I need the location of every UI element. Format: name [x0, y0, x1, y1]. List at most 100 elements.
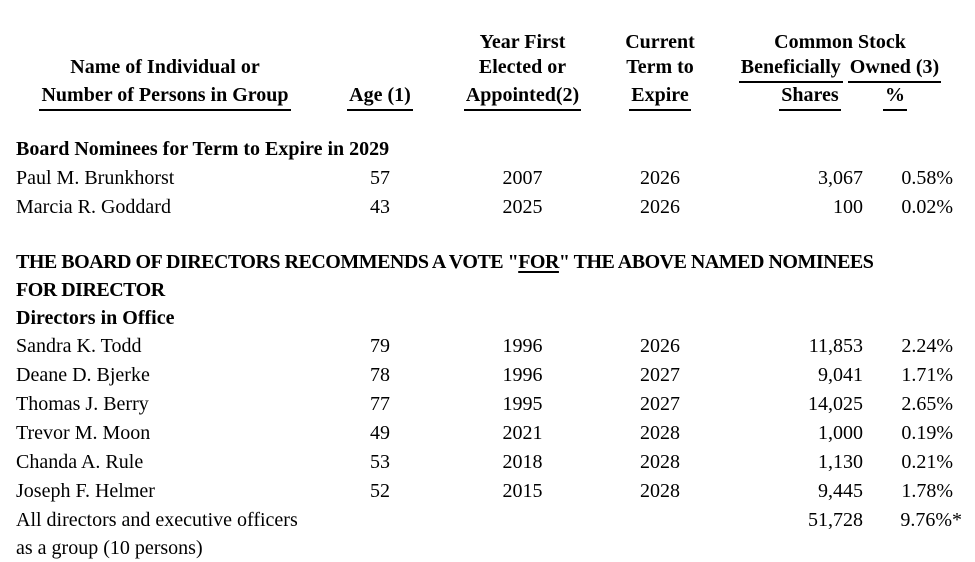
header-term-line1: Current: [625, 31, 695, 53]
cell-name: Chanda A. Rule: [16, 451, 144, 473]
cell-name: Joseph F. Helmer: [16, 480, 155, 502]
cell-term-expire: 2028: [640, 451, 680, 473]
header-owned-label: Owned (3): [847, 55, 942, 83]
section-board-nominees: Board Nominees for Term to Expire in 202…: [0, 111, 975, 164]
cell-year-elected: 1996: [502, 364, 543, 386]
recommendation-text: THE BOARD OF DIRECTORS RECOMMENDS A VOTE…: [0, 222, 975, 304]
header-percent-underlined: %: [883, 83, 907, 111]
totals-row: All directors and executive officers as …: [0, 506, 975, 562]
header-age: Age (1): [330, 83, 430, 111]
cell-name: Paul M. Brunkhorst: [16, 167, 175, 189]
table-body: Board Nominees for Term to Expire in 202…: [0, 111, 975, 562]
table-header: Year First Current Common Stock Name of …: [0, 0, 975, 111]
table-row: Paul M. Brunkhorst 57 2007 2026 3,067 0.…: [0, 164, 975, 193]
cell-term-expire: 2027: [640, 364, 680, 386]
cell-age: 43: [370, 196, 390, 218]
totals-percent: 9.76%*: [900, 509, 963, 531]
cell-year-elected: 1996: [502, 335, 543, 357]
header-term-line3: Expire: [615, 83, 705, 111]
cell-percent: 0.19%: [901, 422, 954, 444]
cell-term-expire: 2028: [640, 480, 680, 502]
header-year-line1: Year First: [479, 31, 566, 53]
recommendation-text-before: THE BOARD OF DIRECTORS RECOMMENDS A VOTE…: [16, 251, 519, 273]
cell-year-elected: 2025: [502, 196, 543, 218]
cell-age: 57: [370, 167, 390, 189]
header-row-2: Name of Individual or Elected or Term to…: [0, 55, 975, 83]
cell-name: Sandra K. Todd: [16, 335, 142, 357]
header-appointed-underlined: Appointed(2): [463, 83, 582, 111]
cell-shares: 3,067: [818, 167, 863, 189]
cell-percent: 1.71%: [901, 364, 954, 386]
totals-name: All directors and executive officers as …: [0, 506, 705, 562]
header-name-underlined: Number of Persons in Group: [39, 83, 291, 111]
cell-percent: 0.02%: [901, 196, 954, 218]
totals-shares: 51,728: [808, 509, 863, 531]
recommendation-line2: FOR DIRECTOR: [16, 279, 165, 301]
header-row-3: Number of Persons in Group Age (1) Appoi…: [0, 83, 975, 111]
table-row: Chanda A. Rule 53 2018 2028 1,130 0.21%: [0, 448, 975, 477]
cell-percent: 1.78%: [901, 480, 954, 502]
proxy-statement-page: Year First Current Common Stock Name of …: [16, 31, 963, 559]
table-row: Deane D. Bjerke 78 1996 2027 9,041 1.71%: [0, 361, 975, 390]
cell-shares: 9,445: [818, 480, 863, 502]
cell-percent: 2.24%: [901, 335, 954, 357]
header-age-spacer: [330, 0, 430, 55]
cell-name: Deane D. Bjerke: [16, 364, 150, 386]
cell-percent: 0.21%: [901, 451, 954, 473]
cell-term-expire: 2026: [640, 196, 680, 218]
section-directors-in-office: Directors in Office: [0, 304, 975, 332]
totals-name-line1: All directors and executive officers: [16, 509, 298, 531]
header-shares-underlined: Shares: [779, 83, 841, 111]
header-name-line1: Name of Individual or: [70, 56, 260, 78]
header-stock-line1: Common Stock: [774, 31, 906, 53]
recommendation-text-after: " THE ABOVE NAMED NOMINEES: [558, 251, 874, 273]
cell-term-expire: 2026: [640, 167, 680, 189]
cell-term-expire: 2027: [640, 393, 680, 415]
header-age-underlined: Age (1): [347, 83, 413, 111]
header-stock-line2: Beneficially Owned (3): [705, 55, 975, 83]
cell-name: Marcia R. Goddard: [16, 196, 171, 218]
cell-shares: 11,853: [808, 335, 863, 357]
table-row: Thomas J. Berry 77 1995 2027 14,025 2.65…: [0, 390, 975, 419]
table-row: Sandra K. Todd 79 1996 2026 11,853 2.24%: [0, 332, 975, 361]
cell-shares: 100: [833, 196, 863, 218]
header-name-spacer: [0, 0, 330, 55]
cell-name: Thomas J. Berry: [16, 393, 149, 415]
cell-year-elected: 2007: [502, 167, 543, 189]
board-recommendation: THE BOARD OF DIRECTORS RECOMMENDS A VOTE…: [0, 222, 975, 304]
cell-year-elected: 2021: [502, 422, 543, 444]
cell-age: 79: [370, 335, 390, 357]
recommendation-for-underlined: FOR: [518, 251, 559, 273]
cell-shares: 14,025: [808, 393, 863, 415]
header-name-line2: Number of Persons in Group: [0, 83, 330, 111]
cell-shares: 9,041: [818, 364, 863, 386]
cell-term-expire: 2028: [640, 422, 680, 444]
table-row: Marcia R. Goddard 43 2025 2026 100 0.02%: [0, 193, 975, 222]
header-year-line2: Elected or: [478, 56, 567, 78]
cell-age: 77: [370, 393, 390, 415]
cell-name: Trevor M. Moon: [16, 422, 151, 444]
cell-shares: 1,130: [818, 451, 863, 473]
header-percent: %: [865, 83, 975, 111]
section-title: Directors in Office: [16, 307, 175, 329]
header-year-line3: Appointed(2): [430, 83, 615, 111]
cell-percent: 0.58%: [901, 167, 954, 189]
header-term-line2: Term to: [626, 56, 694, 78]
cell-age: 49: [370, 422, 390, 444]
cell-year-elected: 2015: [502, 480, 543, 502]
cell-shares: 1,000: [818, 422, 863, 444]
cell-year-elected: 2018: [502, 451, 543, 473]
cell-term-expire: 2026: [640, 335, 680, 357]
cell-year-elected: 1995: [502, 393, 543, 415]
header-age-spacer-2: [330, 55, 430, 83]
header-shares: Shares: [705, 83, 865, 111]
recommendation-line1: THE BOARD OF DIRECTORS RECOMMENDS A VOTE…: [16, 248, 975, 276]
section-title: Board Nominees for Term to Expire in 202…: [16, 138, 390, 160]
header-beneficially-label: Beneficially: [738, 55, 843, 83]
cell-age: 52: [370, 480, 390, 502]
header-expire-underlined: Expire: [629, 83, 691, 111]
totals-name-line2: as a group (10 persons): [16, 537, 203, 559]
table-row: Trevor M. Moon 49 2021 2028 1,000 0.19%: [0, 419, 975, 448]
header-row-1: Year First Current Common Stock: [0, 0, 975, 55]
